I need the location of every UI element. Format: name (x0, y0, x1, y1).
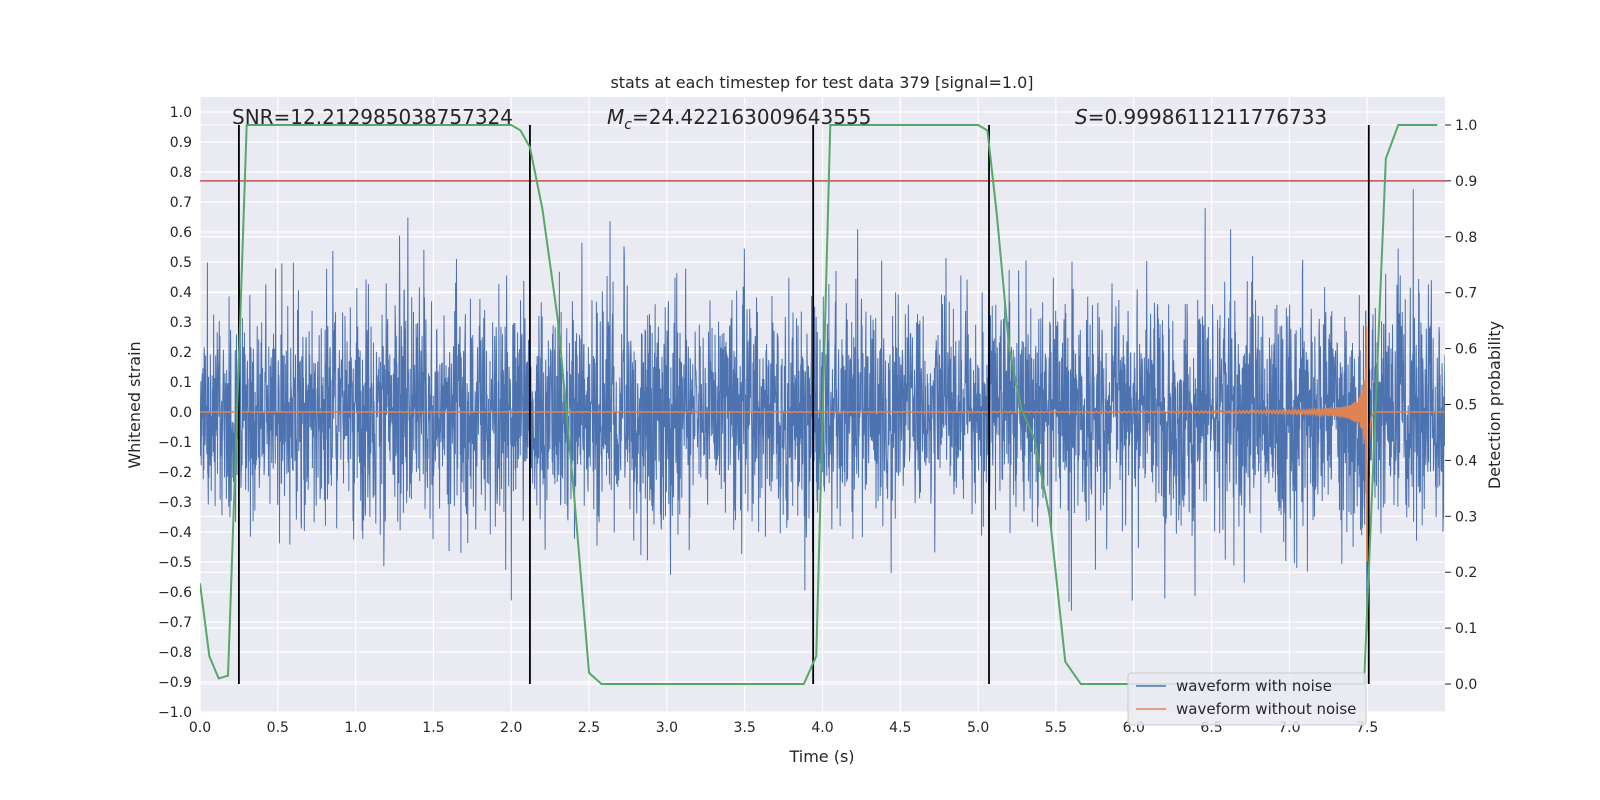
legend-label-chirp: waveform without noise (1176, 700, 1356, 718)
y2-tick-label: 0.5 (1455, 398, 1477, 414)
y2-tick-label: 0.7 (1455, 286, 1477, 302)
y-tick-label: 0.4 (170, 285, 192, 301)
legend-box (1127, 672, 1367, 726)
y-tick-label: −0.2 (158, 465, 192, 481)
s-annotation: S=0.9998611211776733 (1075, 105, 1327, 129)
y2-tick-label: 0.3 (1455, 509, 1477, 525)
y2-tick-label: 1.0 (1455, 118, 1477, 134)
x-tick-label: 2.5 (578, 720, 600, 736)
y-tick-label: 0.8 (170, 165, 192, 181)
y2-tick-label: 0.9 (1455, 174, 1477, 190)
x-tick-label: 4.0 (811, 720, 833, 736)
y-tick-label: 0.9 (170, 135, 192, 151)
y-tick-label: −0.4 (158, 525, 192, 541)
y2-tick-label: 0.2 (1455, 565, 1477, 581)
x-axis-label: Time (s) (788, 747, 854, 766)
y2-tick-label: 0.8 (1455, 230, 1477, 246)
chirp-mass-value: =24.422163009643555 (632, 105, 871, 129)
vertical-markers (238, 124, 1370, 685)
y-tick-label: 0.7 (170, 195, 192, 211)
x-tick-label: 5.0 (967, 720, 989, 736)
chart-title: stats at each timestep for test data 379… (610, 73, 1033, 92)
chirp-mass-symbol: M (607, 105, 624, 129)
y-tick-label: 0.1 (170, 375, 192, 391)
s-symbol: S (1075, 105, 1088, 129)
y-tick-label: −1.0 (158, 705, 192, 721)
legend: waveform with noise waveform without noi… (1127, 672, 1367, 726)
y-tick-label: 0.2 (170, 345, 192, 361)
x-tick-label: 0.5 (267, 720, 289, 736)
x-tick-label: 3.0 (656, 720, 678, 736)
detection-probability-line (200, 123, 1438, 686)
x-tick-label: 5.5 (1045, 720, 1067, 736)
y-tick-label: 0.3 (170, 315, 192, 331)
x-tick-label: 1.0 (344, 720, 366, 736)
y2-tick-label: 0.6 (1455, 342, 1477, 358)
chirp-mass-subscript: c (624, 117, 632, 133)
y-tick-label: −0.7 (158, 615, 192, 631)
chirp-mass-annotation: Mc=24.422163009643555 (607, 105, 871, 133)
x-tick-label: 2.0 (500, 720, 522, 736)
y-axis-ticks: −1.0 −0.9 −0.8 −0.7 −0.6 −0.5 −0.4 −0.3 −0.2 −0.1… (158, 105, 192, 721)
y-tick-label: 1.0 (170, 105, 192, 121)
y-tick-label: −0.6 (158, 585, 192, 601)
plot-content (200, 123, 1445, 686)
y-tick-label: 0.5 (170, 255, 192, 271)
snr-annotation: SNR=12.212985038757324 (232, 105, 513, 129)
y2-tick-label: 0.1 (1455, 621, 1477, 637)
x-tick-label: 1.5 (422, 720, 444, 736)
y2-axis-label: Detection probability (1485, 321, 1504, 489)
y-axis-label: Whitened strain (125, 341, 144, 468)
x-tick-label: 0.0 (189, 720, 211, 736)
y2-tick-label: 0.0 (1455, 677, 1477, 693)
legend-label-noise: waveform with noise (1176, 677, 1332, 695)
y-tick-label: −0.9 (158, 675, 192, 691)
s-value: =0.9998611211776733 (1088, 105, 1327, 129)
x-tick-label: 4.5 (889, 720, 911, 736)
x-tick-label: 3.5 (734, 720, 756, 736)
y2-axis-ticks: 0.0 0.1 0.2 0.3 0.4 0.5 0.6 0.7 0.8 0.9 1.0 (1445, 118, 1477, 693)
y2-tick-label: 0.4 (1455, 453, 1477, 469)
y-tick-label: −0.1 (158, 435, 192, 451)
y-tick-label: −0.5 (158, 555, 192, 571)
y-tick-label: 0.6 (170, 225, 192, 241)
y-tick-label: −0.3 (158, 495, 192, 511)
y-tick-label: 0.0 (170, 405, 192, 421)
y-tick-label: −0.8 (158, 645, 192, 661)
